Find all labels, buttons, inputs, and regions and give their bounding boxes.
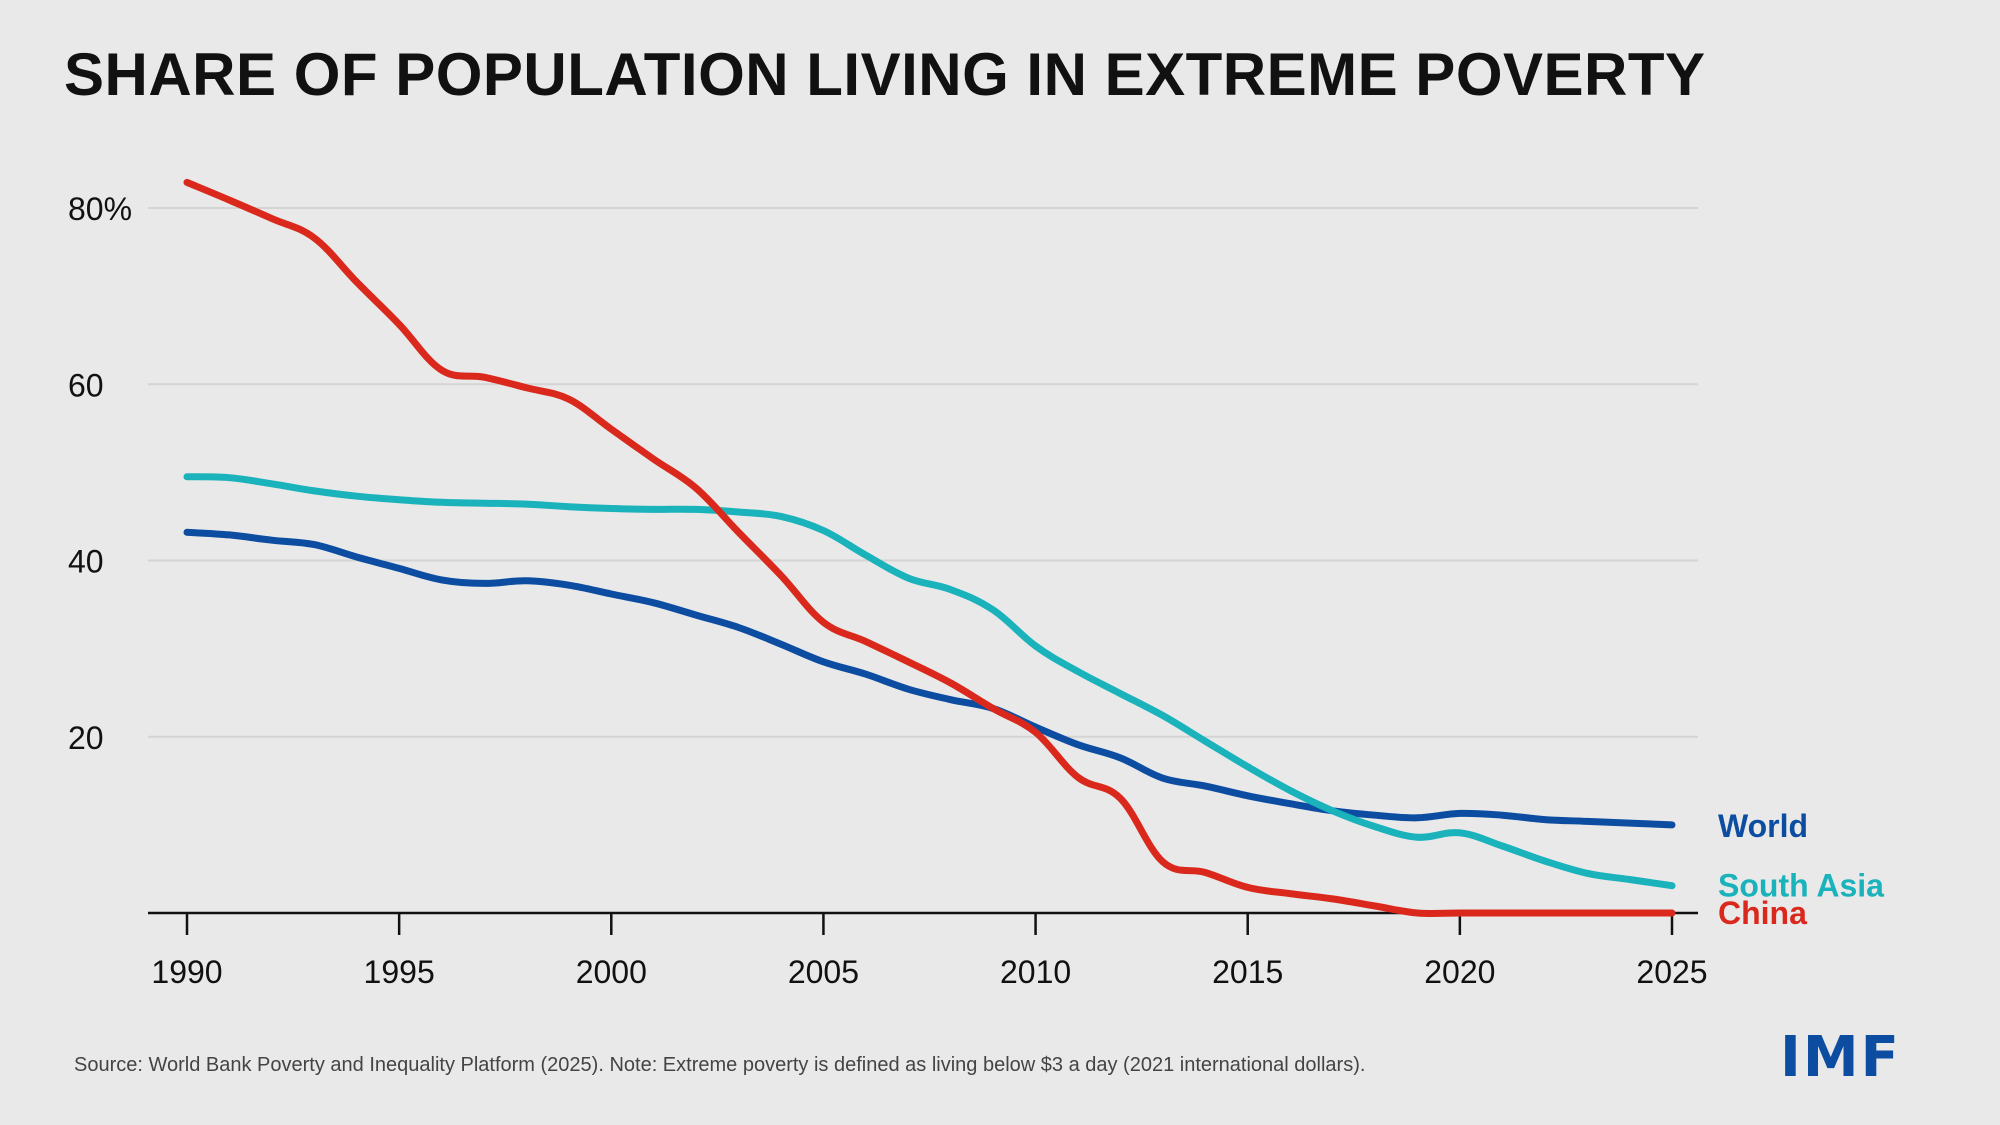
x-tick-label-2010: 2010 — [1000, 954, 1071, 990]
x-tick-label-2025: 2025 — [1636, 954, 1707, 990]
gridlines — [148, 207, 1698, 738]
series-line-world — [183, 528, 1676, 829]
x-tick-label-2000: 2000 — [576, 954, 647, 990]
series-label-south-asia: South Asia — [1718, 868, 1884, 904]
y-tick-label-80: 80% — [68, 191, 132, 227]
series-line-south-asia — [183, 473, 1676, 890]
x-tick-label-1995: 1995 — [364, 954, 435, 990]
chart-title: SHARE OF POPULATION LIVING IN EXTREME PO… — [64, 41, 1706, 108]
x-tick-label-2005: 2005 — [788, 954, 859, 990]
y-tick-label-40: 40 — [68, 544, 104, 580]
series-label-world: World — [1718, 808, 1808, 844]
imf-logo: IMF — [1780, 1025, 1901, 1090]
y-tick-label-20: 20 — [68, 720, 104, 756]
x-tick-label-1990: 1990 — [151, 954, 222, 990]
source-note: Source: World Bank Poverty and Inequalit… — [74, 1054, 1366, 1076]
series-lines — [183, 178, 1676, 918]
y-tick-labels: 20 40 60 80% — [68, 191, 132, 756]
x-tick-label-2015: 2015 — [1212, 954, 1283, 990]
y-tick-label-60: 60 — [68, 367, 104, 403]
series-line-china — [183, 178, 1676, 918]
series-label-china: China — [1718, 895, 1807, 931]
x-tick-labels: 1990 1995 2000 2005 2010 2015 2020 2025 — [151, 954, 1707, 990]
x-tick-label-2020: 2020 — [1424, 954, 1495, 990]
